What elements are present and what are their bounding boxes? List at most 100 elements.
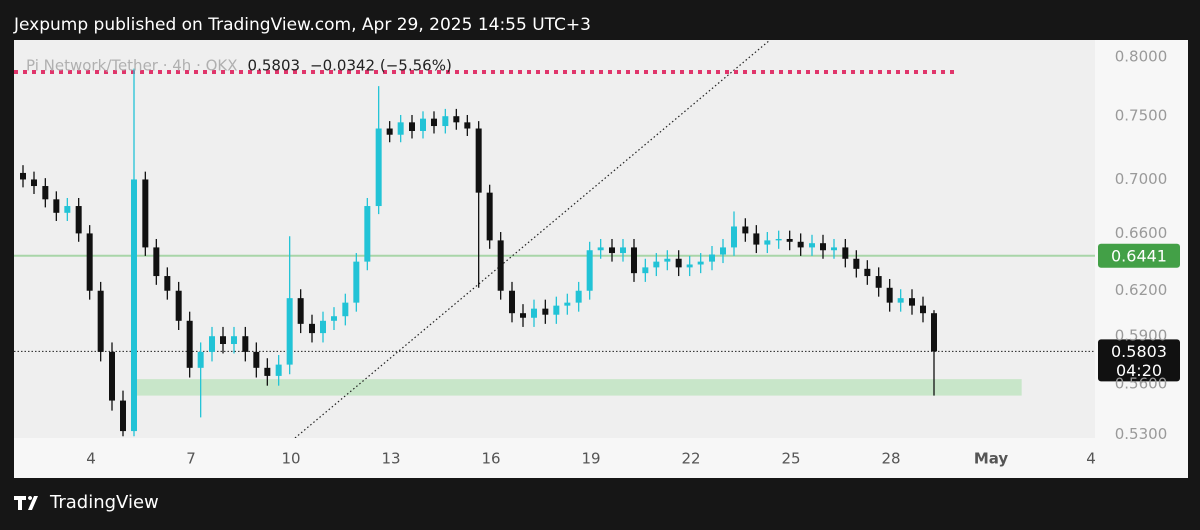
candle-body — [131, 179, 137, 432]
legend-change: −0.0342 (−5.56%) — [310, 57, 452, 75]
candle-body — [709, 254, 715, 262]
brand: TradingView — [49, 492, 159, 513]
candle-body — [909, 298, 915, 306]
candle-body — [664, 258, 671, 262]
last-price-label: 0.5803 — [1111, 342, 1167, 361]
legend-symbol: Pi Network/Tether · 4h · OKX — [26, 57, 238, 75]
candle-body — [197, 351, 204, 368]
trend-line — [294, 40, 771, 438]
candle-body — [409, 122, 415, 131]
candle-body — [764, 240, 771, 245]
candle-body — [931, 313, 937, 352]
candle-body — [186, 320, 193, 368]
candle-body — [364, 206, 371, 262]
candle-body — [286, 298, 293, 365]
y-tick-label: 0.5300 — [1115, 425, 1168, 443]
candle-body — [620, 247, 626, 254]
y-tick-label: 0.6200 — [1115, 281, 1168, 299]
candle-body — [853, 258, 860, 269]
candle-body — [386, 128, 393, 135]
candle-body — [809, 243, 815, 248]
candle-body — [742, 226, 749, 234]
candle-body — [564, 302, 571, 306]
candle-body — [520, 313, 526, 318]
candle-body — [653, 261, 660, 268]
last-price-box — [1098, 339, 1180, 382]
x-tick-label: 10 — [281, 450, 300, 468]
candle-body — [597, 247, 604, 251]
plot — [14, 40, 1095, 438]
candle-body — [920, 305, 926, 314]
candle-body — [142, 179, 149, 248]
candle-body — [297, 298, 304, 324]
candle-body — [75, 206, 82, 234]
candle-body — [242, 336, 249, 352]
candle-body — [397, 122, 404, 135]
candle-body — [575, 290, 582, 303]
candle-body — [497, 240, 504, 291]
level-price-box — [1098, 243, 1180, 268]
candle-body — [609, 247, 615, 254]
candle-body — [842, 247, 849, 259]
candle-body — [553, 305, 560, 315]
candle-body — [31, 179, 37, 187]
candle-body — [686, 264, 693, 268]
candle-body — [642, 267, 649, 274]
candle-body — [120, 400, 126, 432]
candle-body — [375, 128, 382, 207]
candle-body — [331, 316, 337, 321]
candle-body — [509, 290, 515, 314]
candle-body — [631, 247, 637, 274]
candle-body — [309, 323, 315, 334]
candle-body — [175, 290, 182, 321]
candle-body — [275, 364, 282, 376]
x-tick-label: 19 — [581, 450, 600, 468]
x-tick-label: 16 — [481, 450, 500, 468]
candle-body — [697, 261, 704, 265]
candle-body — [220, 336, 226, 345]
candle-body — [542, 308, 549, 315]
x-tick-label: 4 — [86, 450, 96, 468]
candle-body — [531, 308, 537, 318]
candle-body — [231, 336, 237, 345]
y-tick-label: 0.8000 — [1115, 48, 1168, 66]
overlay: Pi Network/Tether · 4h · OKX 0.5803 −0.034… — [26, 57, 1180, 382]
candle-body — [820, 243, 826, 251]
x-tick-label: 28 — [881, 450, 900, 468]
candle-body — [475, 128, 482, 193]
candle-body — [109, 351, 115, 401]
x-tick-label: 7 — [186, 450, 196, 468]
support-zone — [137, 379, 1022, 396]
x-tick-label: 4 — [1086, 450, 1096, 468]
candle-body — [42, 186, 49, 200]
candle-body — [675, 258, 682, 268]
candle-body — [209, 336, 215, 352]
x-tick-label: May — [974, 450, 1009, 468]
plot-area — [14, 40, 1095, 438]
candle-body — [875, 276, 882, 288]
candle-body — [253, 351, 260, 368]
candle-body — [264, 367, 271, 376]
candle-body — [353, 261, 360, 303]
candle-body — [86, 233, 93, 291]
y-tick-label: 0.5900 — [1115, 327, 1168, 345]
candle-body — [775, 238, 782, 241]
candle-body — [420, 118, 426, 131]
x-tick-label: 13 — [381, 450, 400, 468]
candle-body — [753, 233, 760, 245]
header: Jexpump published on TradingView.com, Ap… — [13, 15, 591, 35]
candle-body — [153, 247, 160, 277]
candle-body — [431, 118, 437, 127]
y-tick-label: 0.6600 — [1115, 224, 1168, 242]
candle-body — [64, 206, 71, 213]
tv-logo — [14, 496, 38, 510]
candle-body — [453, 116, 460, 123]
candle-body — [164, 276, 171, 291]
countdown-label: 04:20 — [1116, 361, 1162, 380]
candle-body — [831, 247, 837, 251]
candle-body — [864, 268, 871, 277]
candle-body — [786, 238, 793, 242]
candle-body — [886, 287, 893, 303]
